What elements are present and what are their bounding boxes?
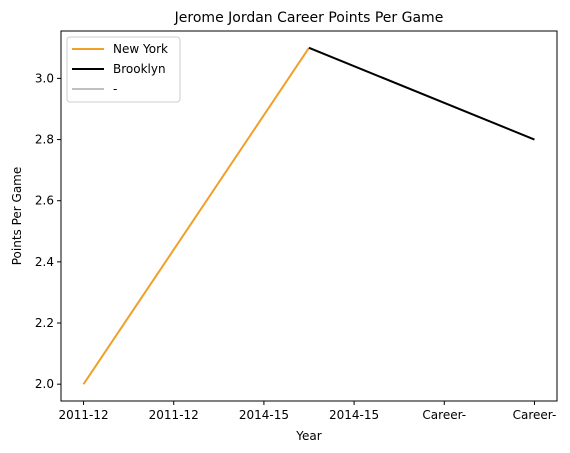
series-line-2 [308,46,535,141]
x-axis: 2011-12 2011-12 2014-15 2014-15 Career- Caree… [58,401,556,422]
legend-frame [66,36,181,103]
chart-title: Jerome Jordan Career Points Per Game [174,10,444,26]
y-tick-label: 3.0 [35,71,54,85]
legend: New York Brooklyn - [66,36,181,103]
x-tick-label: 2011-12 [58,408,108,422]
y-tick-label: 2.2 [35,316,54,330]
x-tick-label: 2014-15 [329,408,379,422]
x-axis-label: Year [295,429,321,443]
series-line-1 [82,47,310,385]
legend-label-3: - [113,82,117,96]
legend-label-1: New York [113,42,168,56]
x-tick-label: 2011-12 [149,408,199,422]
series-layer [82,46,535,385]
y-tick-label: 2.4 [35,255,54,269]
y-tick-label: 2.0 [35,377,54,391]
legend-label-2: Brooklyn [113,62,166,76]
y-tick-label: 2.6 [35,194,54,208]
y-tick-label: 2.8 [35,133,54,147]
x-tick-label: 2014-15 [239,408,289,422]
y-axis: 2.0 2.2 2.4 2.6 2.8 3.0 [35,71,61,391]
x-tick-label: Career- [422,408,466,422]
y-axis-label: Points Per Game [10,167,24,266]
x-tick-label: Career- [513,408,557,422]
